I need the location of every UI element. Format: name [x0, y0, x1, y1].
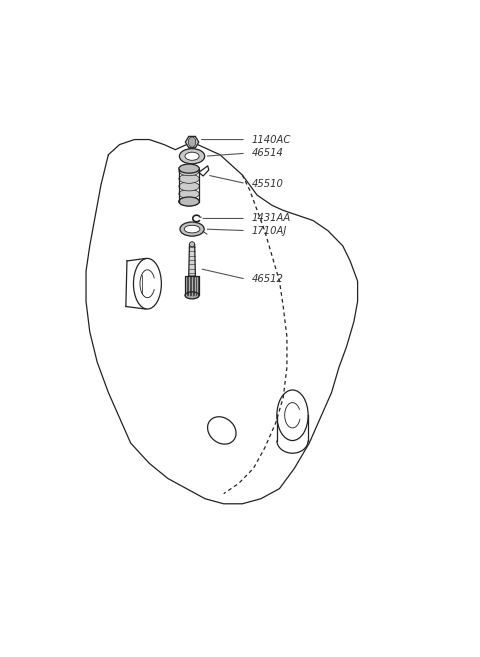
Ellipse shape — [180, 222, 204, 236]
Ellipse shape — [185, 292, 199, 299]
Text: 46514: 46514 — [252, 148, 284, 158]
Ellipse shape — [179, 164, 199, 173]
Ellipse shape — [179, 174, 199, 183]
Ellipse shape — [184, 225, 200, 233]
Text: 1710AJ: 1710AJ — [252, 225, 287, 236]
Ellipse shape — [179, 167, 199, 175]
Ellipse shape — [185, 152, 199, 160]
Ellipse shape — [190, 242, 195, 247]
Polygon shape — [185, 137, 199, 148]
Polygon shape — [185, 276, 199, 296]
Text: 1431AA: 1431AA — [252, 214, 291, 223]
Ellipse shape — [180, 148, 204, 164]
Text: 1140AC: 1140AC — [252, 135, 291, 145]
Circle shape — [188, 137, 196, 147]
Ellipse shape — [179, 197, 199, 206]
Ellipse shape — [179, 189, 199, 198]
Text: 45510: 45510 — [252, 179, 284, 189]
Polygon shape — [189, 244, 195, 276]
Ellipse shape — [179, 197, 199, 206]
Ellipse shape — [179, 182, 199, 191]
Text: 46512: 46512 — [252, 274, 284, 284]
